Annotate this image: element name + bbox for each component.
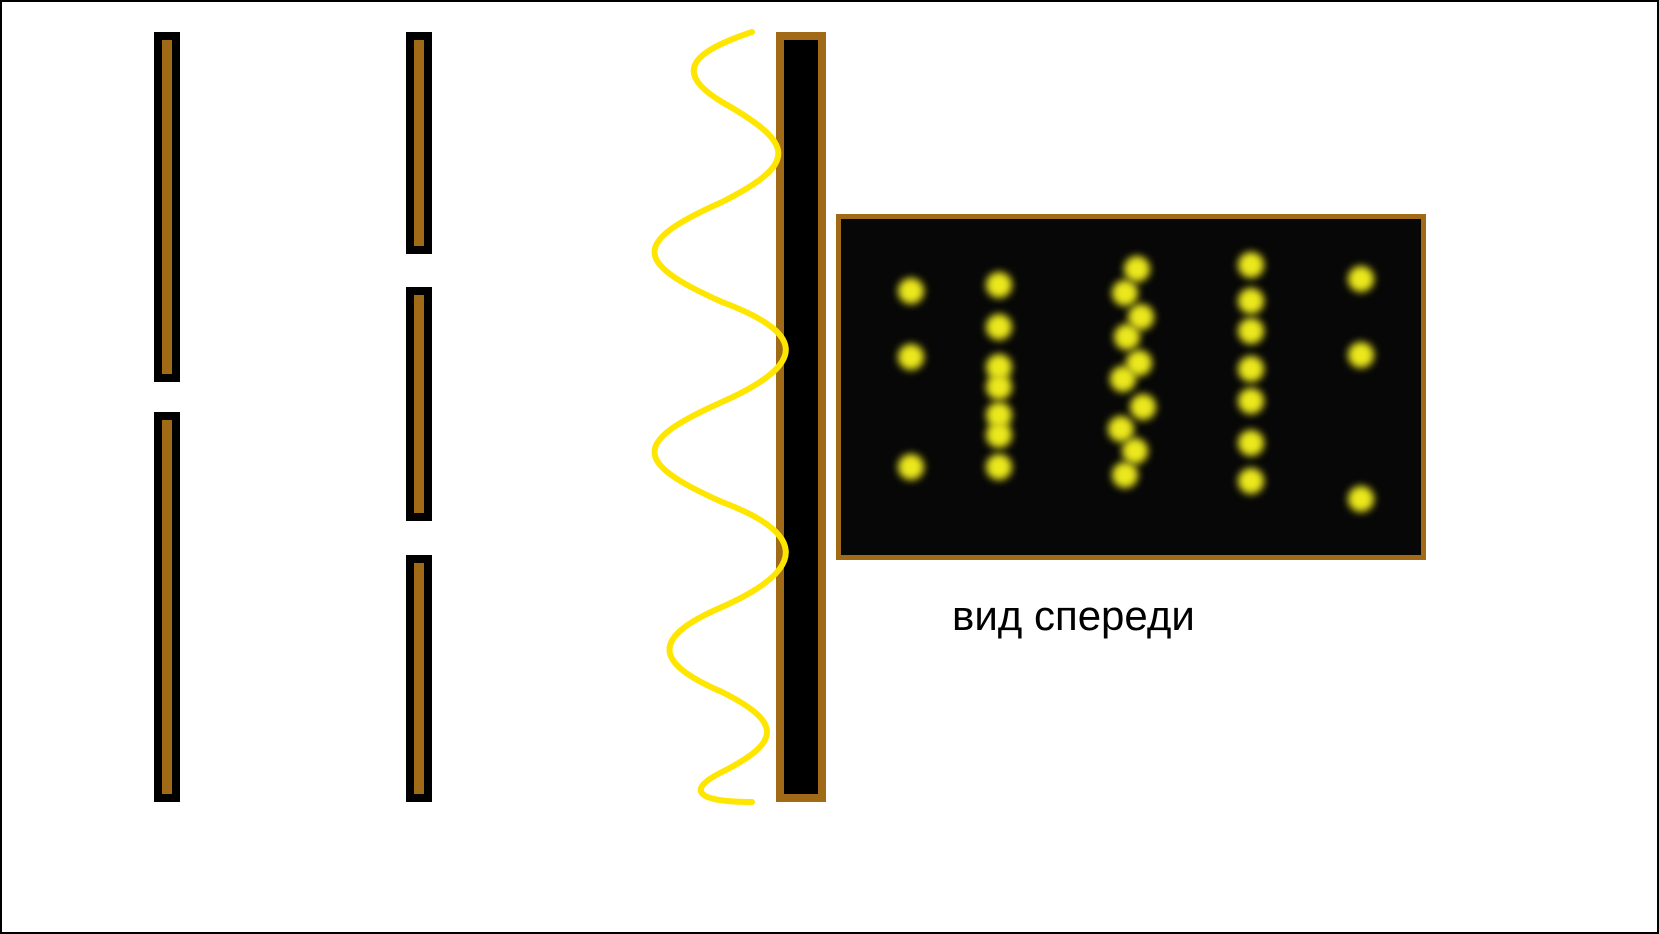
interference-wave: [602, 32, 792, 802]
electron-impact-dot: [1238, 318, 1264, 344]
slit-segment: [406, 287, 432, 521]
electron-impact-dot: [1238, 252, 1264, 278]
electron-impact-dot: [986, 314, 1012, 340]
electron-impact-dot: [1348, 342, 1374, 368]
electron-impact-dot: [986, 374, 1012, 400]
electron-impact-dot: [1114, 324, 1140, 350]
electron-impact-dot: [1124, 256, 1150, 282]
detector-screen-front-view: [836, 214, 1426, 560]
electron-impact-dot: [1238, 430, 1264, 456]
electron-impact-dot: [1348, 266, 1374, 292]
electron-impact-dot: [1238, 388, 1264, 414]
electron-impact-dot: [986, 422, 1012, 448]
slit-segment: [406, 32, 432, 254]
electron-impact-dot: [1130, 394, 1156, 420]
electron-impact-dot: [1122, 438, 1148, 464]
caption-front-view: вид спереди: [952, 592, 1195, 640]
slit-segment: [154, 412, 180, 802]
electron-impact-dot: [1238, 468, 1264, 494]
slit-segment: [406, 555, 432, 802]
electron-impact-dot: [1112, 280, 1138, 306]
electron-impact-dot: [1348, 486, 1374, 512]
electron-impact-dot: [1238, 288, 1264, 314]
electron-impact-dot: [898, 344, 924, 370]
electron-impact-dot: [986, 454, 1012, 480]
electron-impact-dot: [1112, 462, 1138, 488]
electron-impact-dot: [1110, 366, 1136, 392]
electron-impact-dot: [1238, 356, 1264, 382]
electron-impact-dot: [898, 278, 924, 304]
slit-segment: [154, 32, 180, 382]
electron-impact-dot: [986, 272, 1012, 298]
electron-impact-dot: [898, 454, 924, 480]
diagram-frame: вид спереди: [0, 0, 1659, 934]
